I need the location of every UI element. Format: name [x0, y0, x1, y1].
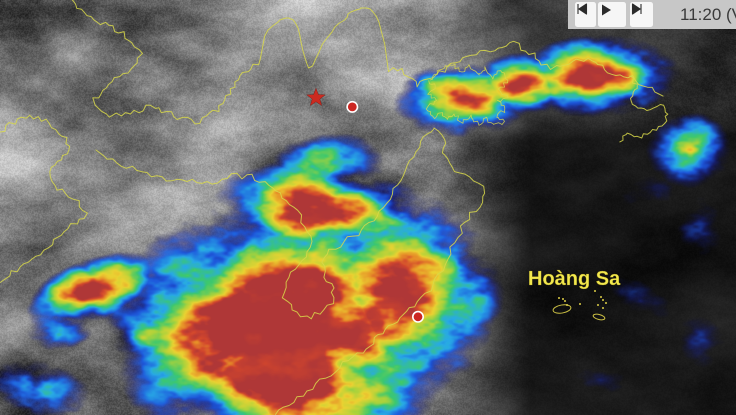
svg-text:Hoàng Sa: Hoàng Sa: [528, 268, 621, 290]
